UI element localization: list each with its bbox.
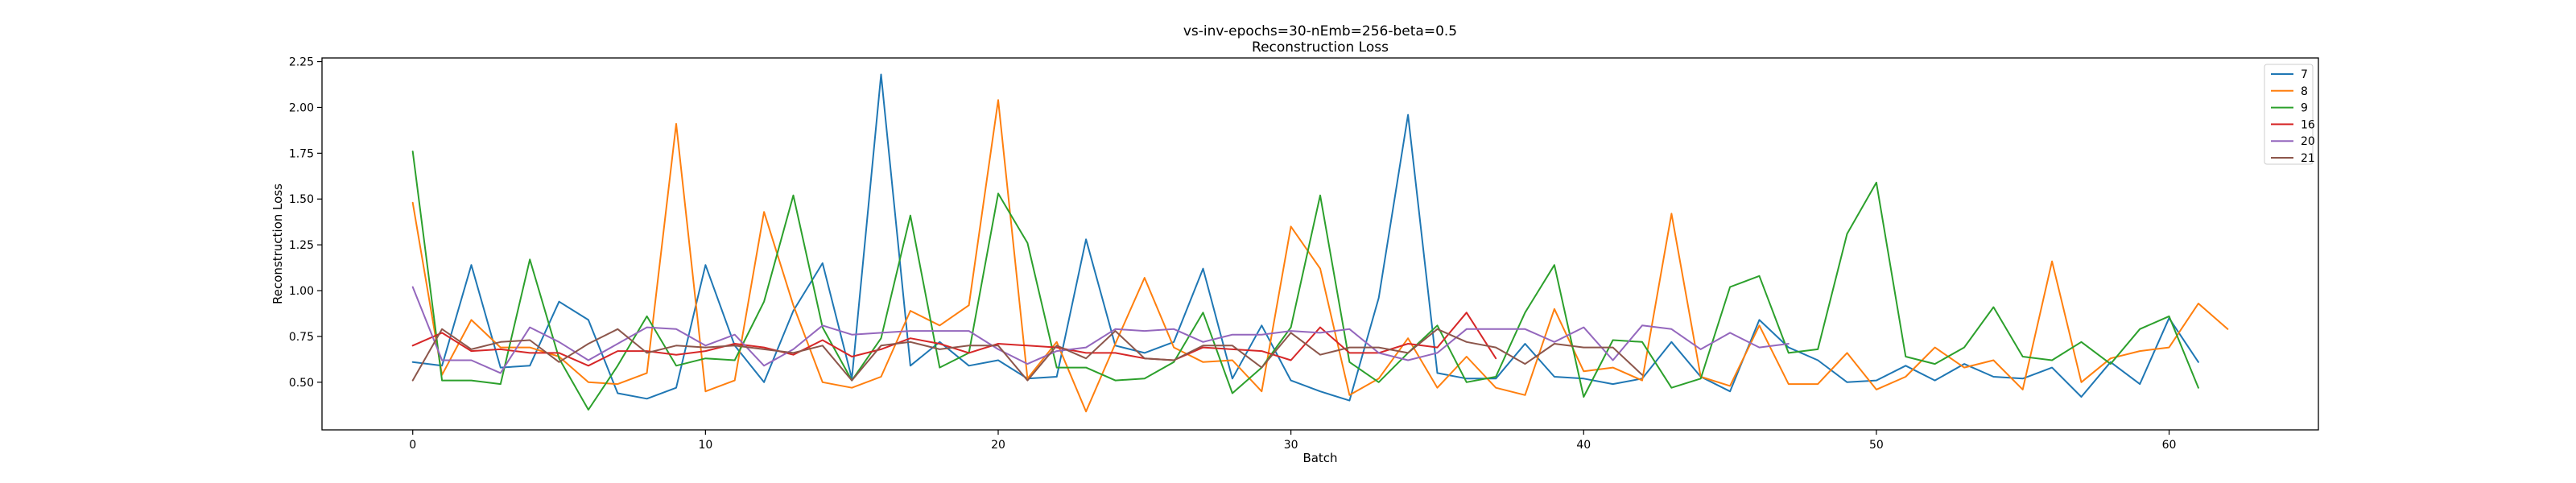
- x-tick-label: 0: [409, 439, 416, 452]
- legend-label-9: 9: [2301, 102, 2308, 115]
- y-tick-label: 0.50: [289, 377, 314, 390]
- y-tick-label: 1.50: [289, 193, 314, 206]
- y-tick-label: 2.25: [289, 56, 314, 69]
- series-line-20: [411, 286, 1790, 374]
- legend-label-7: 7: [2301, 68, 2308, 81]
- legend-label-21: 21: [2301, 152, 2315, 165]
- chart-subtitle: Reconstruction Loss: [1252, 39, 1389, 56]
- x-tick-label: 60: [2162, 439, 2177, 452]
- y-tick-label: 2.00: [289, 101, 314, 114]
- series-layer: [411, 73, 2229, 413]
- series-line-9: [411, 151, 2199, 411]
- x-tick-label: 50: [1869, 439, 1884, 452]
- y-axis-label: Reconstruction Loss: [270, 184, 285, 304]
- x-tick-label: 10: [698, 439, 712, 452]
- y-tick-label: 0.75: [289, 331, 314, 344]
- legend-label-16: 16: [2301, 118, 2315, 131]
- axes-frame: [321, 57, 2319, 431]
- legend-label-8: 8: [2301, 85, 2308, 98]
- legend: 7 8 9 16 20 21: [2264, 64, 2315, 165]
- legend-label-20: 20: [2301, 135, 2315, 148]
- y-tick-label: 1.75: [289, 147, 314, 160]
- series-line-21: [411, 328, 1643, 382]
- series-line-7: [411, 73, 2199, 402]
- y-tick-label: 1.00: [289, 285, 314, 298]
- x-axis: 0 10 20 30 40 50 60: [409, 430, 2176, 452]
- y-tick-label: 1.25: [289, 239, 314, 252]
- x-tick-label: 20: [991, 439, 1005, 452]
- plot-area: [321, 57, 2319, 431]
- x-tick-label: 40: [1576, 439, 1591, 452]
- x-axis-label: Batch: [1302, 451, 1337, 465]
- chart-title: vs-inv-epochs=30-nEmb=256-beta=0.5: [1183, 23, 1457, 39]
- legend-box: [2264, 64, 2314, 165]
- x-tick-label: 30: [1284, 439, 1298, 452]
- series-line-8: [411, 99, 2229, 413]
- y-axis: 0.50 0.75 1.00 1.25 1.50 1.75 2.00 2.25: [289, 56, 322, 390]
